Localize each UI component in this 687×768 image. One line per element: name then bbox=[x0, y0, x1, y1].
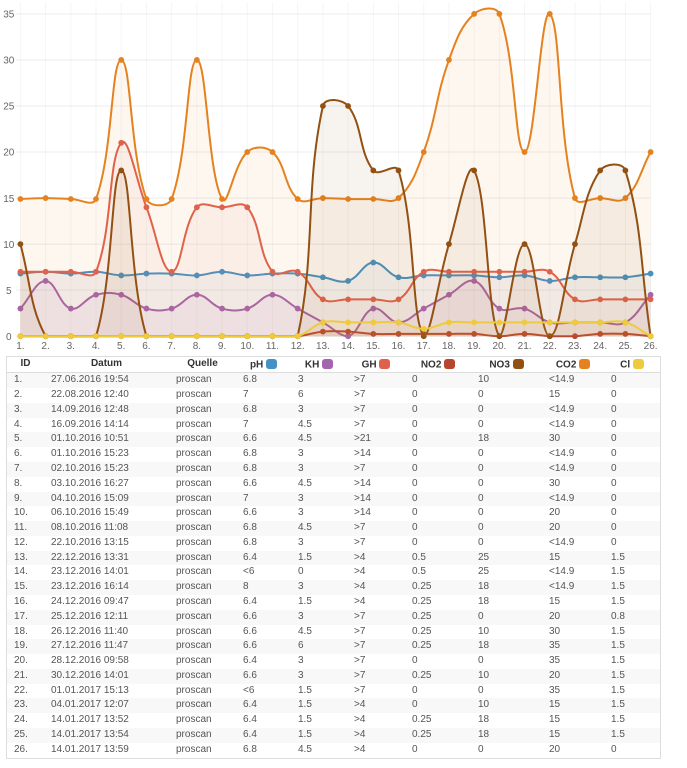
svg-text:3.: 3. bbox=[67, 341, 75, 352]
svg-text:10: 10 bbox=[3, 240, 15, 251]
svg-text:2.: 2. bbox=[41, 341, 49, 352]
svg-text:8.: 8. bbox=[193, 341, 201, 352]
svg-text:11.: 11. bbox=[266, 341, 279, 352]
svg-text:7.: 7. bbox=[167, 341, 175, 352]
svg-text:5: 5 bbox=[6, 286, 12, 297]
svg-text:18.: 18. bbox=[442, 341, 456, 352]
svg-text:14.: 14. bbox=[341, 341, 355, 352]
svg-text:5.: 5. bbox=[117, 341, 125, 352]
svg-text:10.: 10. bbox=[240, 341, 254, 352]
svg-text:30: 30 bbox=[3, 56, 15, 67]
svg-text:15: 15 bbox=[3, 194, 15, 205]
svg-text:25: 25 bbox=[3, 102, 15, 113]
svg-text:12.: 12. bbox=[291, 341, 305, 352]
svg-text:24.: 24. bbox=[593, 341, 607, 352]
svg-text:20: 20 bbox=[3, 148, 15, 159]
svg-text:17.: 17. bbox=[417, 341, 431, 352]
svg-text:20.: 20. bbox=[492, 341, 506, 352]
svg-text:6.: 6. bbox=[142, 341, 150, 352]
svg-text:35: 35 bbox=[3, 10, 15, 21]
svg-text:0: 0 bbox=[6, 332, 12, 343]
svg-text:13.: 13. bbox=[316, 341, 330, 352]
svg-text:16.: 16. bbox=[392, 341, 406, 352]
svg-text:23.: 23. bbox=[568, 341, 582, 352]
svg-text:15.: 15. bbox=[366, 341, 380, 352]
svg-text:25.: 25. bbox=[618, 341, 632, 352]
svg-text:19.: 19. bbox=[467, 341, 481, 352]
svg-text:26.: 26. bbox=[644, 341, 658, 352]
svg-text:21.: 21. bbox=[518, 341, 532, 352]
svg-text:1.: 1. bbox=[16, 341, 24, 352]
svg-text:22.: 22. bbox=[543, 341, 557, 352]
svg-text:4.: 4. bbox=[92, 341, 100, 352]
svg-text:9.: 9. bbox=[218, 341, 226, 352]
